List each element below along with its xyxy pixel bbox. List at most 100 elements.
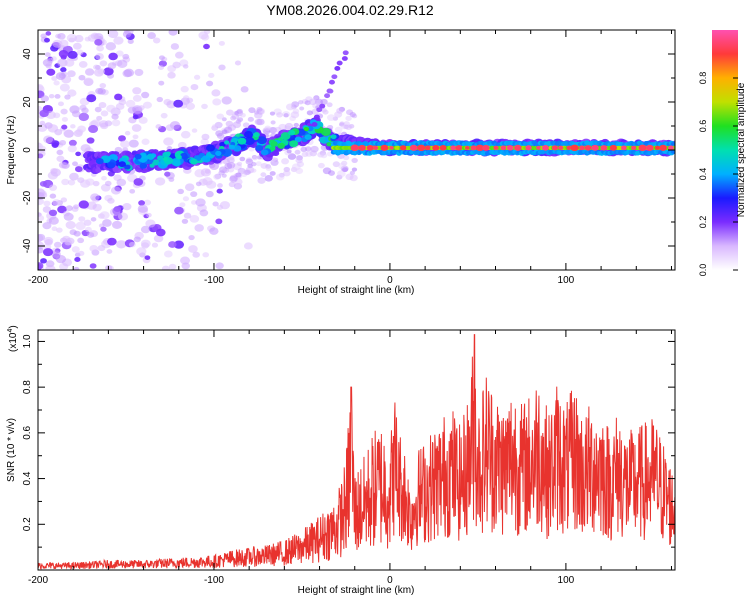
spectrogram-point [211, 124, 218, 129]
spectrogram-point [113, 206, 122, 213]
spectrogram-point [342, 50, 349, 56]
spectrogram-point [358, 144, 366, 151]
spectrogram-point [536, 145, 541, 150]
spectrogram-point [49, 193, 57, 199]
spectrogram-point [201, 103, 208, 110]
spectrogram-point [470, 145, 477, 151]
spectrogram-point [231, 113, 240, 120]
spectrogram-point [215, 218, 223, 225]
spectrogram-point [70, 124, 76, 129]
spectrogram-point [287, 153, 297, 160]
spectrogram-point [151, 242, 159, 248]
spectrogram-point [137, 204, 149, 213]
spectrogram-point [108, 52, 118, 61]
spectrogram-point [228, 181, 236, 188]
snr-frame [37, 329, 676, 571]
spectrogram-point [146, 212, 152, 218]
spectrogram-point [228, 144, 236, 150]
spectrogram-point [143, 199, 152, 206]
spectrogram-point [215, 150, 222, 156]
spectrogram-point [257, 177, 266, 184]
spectrogram-point [174, 206, 184, 215]
spectrogram-point [50, 167, 58, 175]
spectrogram-point [320, 98, 328, 105]
spectrogram-point [78, 216, 86, 222]
spectrogram-point [53, 112, 61, 119]
snr-multiplier: (x104) [7, 325, 19, 352]
spectrogram-point [256, 107, 263, 112]
spectrogram-point [199, 209, 209, 217]
spectrogram-point [103, 67, 114, 76]
spectrogram-point [106, 249, 113, 254]
spectrogram-point [152, 149, 159, 155]
spectrogram-point [85, 178, 95, 186]
spectrogram-point [336, 107, 344, 114]
spectrogram-point [190, 84, 199, 91]
spectrogram-point [175, 51, 184, 59]
spectrogram-point [417, 144, 426, 152]
spectrogram-point [179, 202, 186, 208]
spectrogram-point [182, 64, 189, 69]
spectrogram-point [59, 83, 70, 92]
spectrogram-point [138, 200, 146, 206]
spectrogram-point [131, 124, 142, 132]
spectrogram-point [86, 201, 97, 210]
spectrogram-point [40, 33, 47, 39]
spectrogram-point [193, 74, 201, 80]
spectrogram-point [89, 263, 97, 269]
spectrogram-point [183, 212, 192, 219]
colorbar-tick-label: 0.8 [698, 72, 708, 85]
spectrogram-point [191, 128, 198, 133]
spectrogram-point [161, 265, 170, 270]
spectrogram-point [153, 234, 164, 243]
spectrogram-point [118, 161, 126, 168]
spectrogram-point [324, 93, 331, 99]
spectrogram-point [45, 31, 52, 36]
spectrogram-point [113, 36, 124, 45]
colorbar: 0.0 0.2 0.4 0.6 0.8 Normalized spectral ampl… [698, 30, 747, 276]
spectrogram-point [432, 145, 440, 151]
colorbar-tick-label: 0.0 [698, 264, 708, 277]
snr-x-tick-label: -100 [204, 575, 224, 586]
spectrogram-point [319, 103, 326, 109]
spectrogram-point [239, 156, 246, 162]
spectrogram-point [100, 110, 109, 117]
spectrogram-point [73, 230, 81, 237]
spectrogram-point [351, 167, 358, 172]
spectrogram-point [58, 50, 69, 58]
spectrogram-point [97, 68, 106, 75]
spectrogram-point [74, 34, 84, 43]
spectrogram-point [38, 105, 43, 112]
spectrogram-point [57, 33, 66, 40]
spectrogram-point [117, 212, 129, 221]
spectrogram-point [45, 265, 56, 270]
spectrogram-point [61, 178, 70, 186]
spectrogram-point [122, 53, 130, 60]
spectrogram-points [38, 30, 675, 270]
spectrogram-point [48, 93, 55, 99]
spectrogram-point [282, 170, 291, 177]
spectrogram-point [141, 138, 150, 145]
spectrogram-point [339, 121, 345, 126]
spectrogram-point [295, 167, 304, 175]
spectrogram-point [173, 99, 184, 108]
spectrogram-point [200, 138, 209, 146]
colorbar-tick-label: 0.4 [698, 168, 708, 181]
spectrogram-point [71, 246, 80, 253]
spectrogram-point [670, 141, 675, 147]
spectrogram-point [168, 241, 177, 248]
spectrogram-point [122, 30, 132, 38]
spectrogram-point [47, 124, 59, 133]
spectrogram-point [285, 103, 295, 111]
spectrogram-point [133, 178, 144, 186]
snr-y-tick-label: 0.6 [22, 425, 33, 439]
colorbar-ticks: 0.0 0.2 0.4 0.6 0.8 [698, 72, 738, 277]
spectrogram-point [43, 236, 54, 245]
spectrogram-point [506, 145, 514, 151]
spectrogram-point [500, 145, 507, 151]
spectrogram-point [313, 114, 320, 120]
spectrogram-point [235, 172, 242, 178]
spectrogram-point [52, 199, 61, 206]
spectrogram-point [654, 145, 661, 150]
colorbar-tick-label: 0.2 [698, 216, 708, 229]
